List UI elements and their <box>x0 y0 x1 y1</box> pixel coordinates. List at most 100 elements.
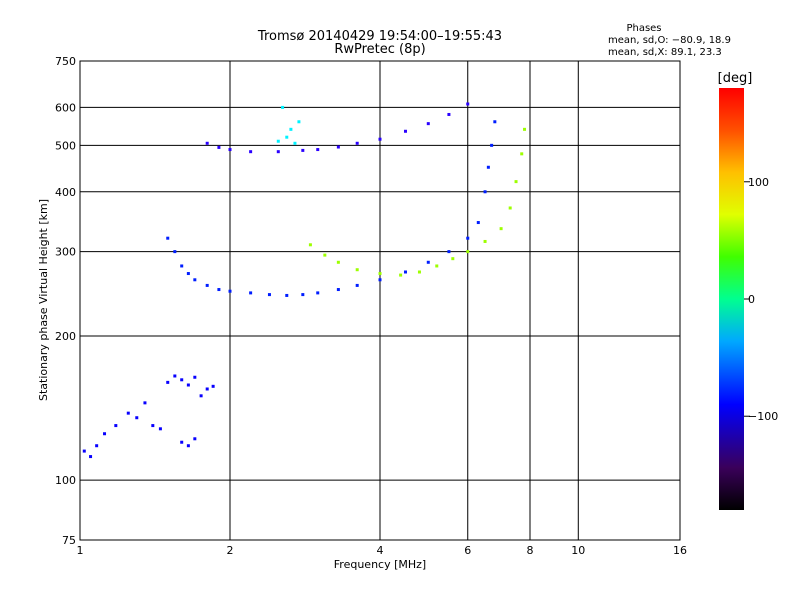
data-point <box>126 411 130 415</box>
data-point <box>417 270 421 274</box>
colorbar-tick-label: 0 <box>748 293 755 306</box>
data-point <box>451 257 455 261</box>
data-point <box>426 260 430 264</box>
data-point <box>466 236 470 240</box>
series-0 <box>82 374 215 459</box>
data-point <box>166 380 170 384</box>
data-point <box>486 165 490 169</box>
data-point <box>316 148 320 152</box>
chart-subtitle: RwPretec (8p) <box>334 42 425 57</box>
x-tick-label: 6 <box>464 544 471 557</box>
data-point <box>205 141 209 145</box>
data-point <box>447 112 451 116</box>
data-point <box>490 143 494 147</box>
series-3 <box>205 102 470 154</box>
data-point <box>193 375 197 379</box>
data-point <box>336 288 340 292</box>
data-point <box>403 270 407 274</box>
data-point <box>499 227 503 231</box>
data-point <box>297 120 301 124</box>
data-point <box>355 141 359 145</box>
data-point <box>476 221 480 225</box>
data-point <box>301 293 305 297</box>
data-point <box>285 135 289 139</box>
y-tick-label: 600 <box>55 101 76 114</box>
data-point <box>205 387 209 391</box>
data-point <box>447 250 451 254</box>
data-point <box>399 273 403 277</box>
data-point <box>205 283 209 287</box>
data-point <box>186 272 190 276</box>
data-point <box>193 437 197 441</box>
data-point <box>199 394 203 398</box>
x-tick-label: 4 <box>377 544 384 557</box>
data-point <box>186 444 190 448</box>
data-point <box>193 278 197 282</box>
data-point <box>378 272 382 276</box>
data-point <box>276 150 280 154</box>
data-point <box>135 416 139 420</box>
data-point <box>514 180 518 184</box>
y-tick-labels: 75 100 200 300 400 500 600 750 <box>55 55 76 547</box>
y-tick-label: 750 <box>55 55 76 68</box>
y-tick-label: 400 <box>55 186 76 199</box>
data-point <box>249 150 253 154</box>
data-point <box>95 444 99 448</box>
data-point <box>508 206 512 210</box>
data-point <box>483 239 487 243</box>
data-point <box>186 383 190 387</box>
stats-header: Phases <box>626 23 661 34</box>
data-point <box>249 291 253 295</box>
data-point <box>103 432 107 436</box>
data-point <box>293 141 297 145</box>
data-point <box>267 293 271 297</box>
data-point <box>493 120 497 124</box>
data-point <box>308 243 312 247</box>
data-points <box>82 102 527 459</box>
data-point <box>378 137 382 141</box>
data-point <box>316 291 320 295</box>
data-point <box>173 374 177 378</box>
data-point <box>217 288 221 292</box>
data-point <box>323 253 327 257</box>
series-1 <box>166 120 497 297</box>
x-tick-label: 1 <box>77 544 84 557</box>
data-point <box>435 264 439 268</box>
data-point <box>151 424 155 428</box>
data-point <box>217 145 221 149</box>
colorbar-tick-label: −100 <box>748 410 778 423</box>
stats-x-line: mean, sd,X: 89.1, 23.3 <box>608 47 722 58</box>
data-point <box>180 264 184 268</box>
y-tick-label: 300 <box>55 246 76 259</box>
y-tick-label: 200 <box>55 330 76 343</box>
x-tick-labels: 1 2 4 6 8 10 16 <box>77 544 688 557</box>
data-point <box>228 148 232 152</box>
y-axis-label: Stationary phase Virtual Height [km] <box>37 199 50 401</box>
data-point <box>158 427 162 431</box>
data-point <box>301 148 305 152</box>
data-point <box>336 260 340 264</box>
data-point <box>523 127 527 131</box>
data-point <box>520 152 524 156</box>
data-point <box>228 289 232 293</box>
data-point <box>289 127 293 131</box>
data-point <box>466 250 470 254</box>
colorbar-tick-label: 100 <box>748 176 769 189</box>
data-point <box>114 424 118 428</box>
data-point <box>82 449 86 453</box>
data-point <box>355 283 359 287</box>
data-point <box>89 455 93 459</box>
data-point <box>336 145 340 149</box>
data-point <box>483 190 487 194</box>
series-2 <box>308 127 527 277</box>
data-point <box>403 129 407 133</box>
data-point <box>180 378 184 382</box>
x-tick-label: 8 <box>527 544 534 557</box>
y-tick-label: 500 <box>55 139 76 152</box>
data-point <box>281 105 285 109</box>
colorbar <box>719 88 744 510</box>
y-tick-label: 100 <box>55 474 76 487</box>
data-point <box>285 293 289 297</box>
x-axis-label: Frequency [MHz] <box>334 558 426 571</box>
